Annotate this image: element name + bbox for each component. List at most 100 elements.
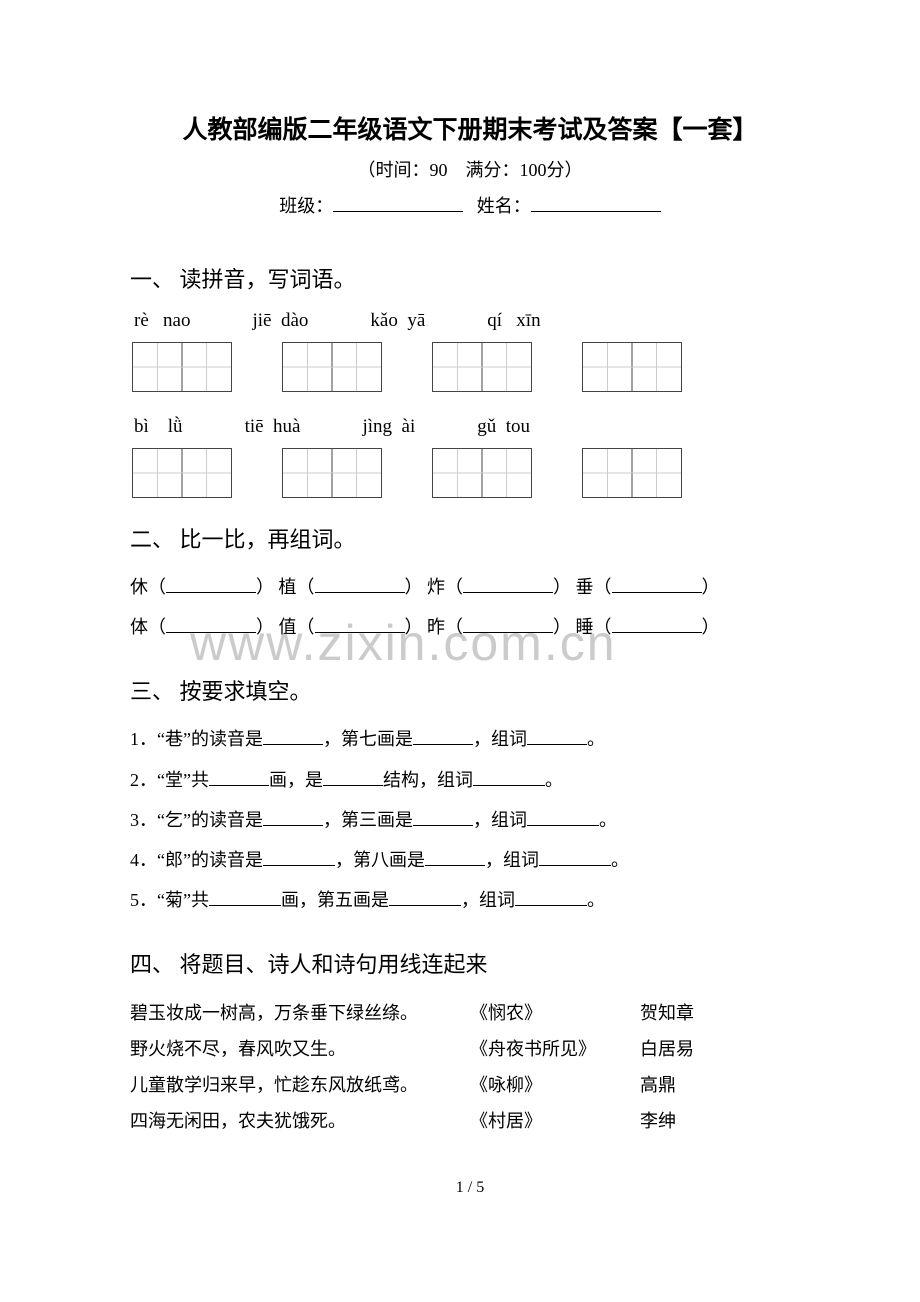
name-label: 姓名： — [477, 196, 531, 216]
tianzi-grid[interactable] — [282, 448, 382, 498]
poet-name: 贺知章 — [640, 995, 694, 1031]
poem-line: 儿童散学归来早，忙趁东风放纸鸢。 — [130, 1067, 470, 1103]
blank[interactable] — [389, 888, 461, 906]
text: 体（ — [130, 617, 166, 637]
text: ） 昨（ — [405, 617, 464, 637]
blank[interactable] — [463, 575, 553, 593]
poem-title: 《舟夜书所见》 — [470, 1031, 640, 1067]
blank[interactable] — [527, 808, 599, 826]
poem-line: 野火烧不尽，春风吹又生。 — [130, 1031, 470, 1067]
page-title: 人教部编版二年级语文下册期末考试及答案【一套】 — [130, 110, 810, 146]
blank[interactable] — [413, 727, 473, 745]
section-4-heading: 四、 将题目、诗人和诗句用线连起来 — [130, 947, 810, 979]
blank[interactable] — [473, 768, 545, 786]
match-row: 野火烧不尽，春风吹又生。 《舟夜书所见》 白居易 — [130, 1031, 810, 1067]
text: 4．“郎”的读音是 — [130, 850, 263, 870]
box-row-2 — [132, 448, 810, 498]
poem-title: 《咏柳》 — [470, 1067, 640, 1103]
blank[interactable] — [515, 888, 587, 906]
pinyin: jìng ài — [363, 416, 416, 438]
pinyin: qí xīn — [487, 310, 540, 332]
fill-line-1: 1．“巷”的读音是 ，第七画是 ，组词 。 — [130, 722, 810, 756]
tianzi-grid[interactable] — [132, 342, 232, 392]
text: 。 — [599, 810, 617, 830]
text: ，组词 — [473, 729, 527, 749]
text: 。 — [587, 890, 605, 910]
blank[interactable] — [612, 615, 702, 633]
text: 。 — [545, 770, 563, 790]
tianzi-grid[interactable] — [432, 342, 532, 392]
form-line: 班级： 姓名： — [130, 192, 810, 218]
fill-line-4: 4．“郎”的读音是 ，第八画是 ，组词 。 — [130, 843, 810, 877]
text: 5．“菊”共 — [130, 890, 209, 910]
section-1-heading: 一、 读拼音，写词语。 — [130, 262, 810, 294]
text: 休（ — [130, 577, 166, 597]
poem-title: 《村居》 — [470, 1103, 640, 1139]
blank[interactable] — [612, 575, 702, 593]
text: 画，第五画是 — [281, 890, 389, 910]
tianzi-grid[interactable] — [282, 342, 382, 392]
section-3-heading: 三、 按要求填空。 — [130, 674, 810, 706]
tianzi-grid[interactable] — [132, 448, 232, 498]
blank[interactable] — [166, 615, 256, 633]
subtitle: （时间：90 满分：100分） — [130, 156, 810, 182]
text: 2．“堂”共 — [130, 770, 209, 790]
text: 结构，组词 — [383, 770, 473, 790]
text: ，组词 — [461, 890, 515, 910]
text: ） — [702, 577, 720, 597]
pinyin: tiē huà — [245, 416, 301, 438]
blank[interactable] — [323, 768, 383, 786]
match-row: 碧玉妆成一树高，万条垂下绿丝绦。 《悯农》 贺知章 — [130, 995, 810, 1031]
text: ，第三画是 — [323, 810, 413, 830]
blank[interactable] — [315, 615, 405, 633]
class-input-line[interactable] — [333, 194, 463, 212]
class-label: 班级： — [279, 196, 333, 216]
tianzi-grid[interactable] — [582, 448, 682, 498]
blank[interactable] — [315, 575, 405, 593]
text: 。 — [611, 850, 629, 870]
text: 画，是 — [269, 770, 323, 790]
text: ，组词 — [473, 810, 527, 830]
poet-name: 白居易 — [640, 1031, 694, 1067]
text: ，第七画是 — [323, 729, 413, 749]
fill-line-2: 2．“堂”共 画，是 结构，组词 。 — [130, 763, 810, 797]
text: ） 垂（ — [553, 577, 612, 597]
text: 1．“巷”的读音是 — [130, 729, 263, 749]
text: 。 — [587, 729, 605, 749]
compare-row-1: 休（ ） 植（ ） 炸（ ） 垂（ ） — [130, 570, 810, 604]
blank[interactable] — [263, 848, 335, 866]
page-number: 1 / 5 — [130, 1179, 810, 1197]
blank[interactable] — [263, 727, 323, 745]
text: ，组词 — [485, 850, 539, 870]
text: ） 植（ — [256, 577, 315, 597]
name-input-line[interactable] — [531, 194, 661, 212]
exam-page: www.zixin.com.cn 人教部编版二年级语文下册期末考试及答案【一套】… — [0, 0, 920, 1237]
blank[interactable] — [209, 888, 281, 906]
section-2-heading: 二、 比一比，再组词。 — [130, 522, 810, 554]
poet-name: 李绅 — [640, 1103, 676, 1139]
poet-name: 高鼎 — [640, 1067, 676, 1103]
pinyin-row-1: rè nao jiē dào kǎo yā qí xīn — [134, 310, 810, 332]
tianzi-grid[interactable] — [432, 448, 532, 498]
pinyin: jiē dào — [252, 310, 308, 332]
compare-row-2: 体（） 值（） 昨（） 睡（） — [130, 610, 810, 644]
match-row: 四海无闲田，农夫犹饿死。 《村居》 李绅 — [130, 1103, 810, 1139]
match-row: 儿童散学归来早，忙趁东风放纸鸢。 《咏柳》 高鼎 — [130, 1067, 810, 1103]
poem-line: 碧玉妆成一树高，万条垂下绿丝绦。 — [130, 995, 470, 1031]
blank[interactable] — [463, 615, 553, 633]
blank[interactable] — [166, 575, 256, 593]
box-row-1 — [132, 342, 810, 392]
blank[interactable] — [539, 848, 611, 866]
pinyin-row-2: bì lǜ tiē huà jìng ài gǔ tou — [134, 416, 810, 438]
blank[interactable] — [209, 768, 269, 786]
blank[interactable] — [527, 727, 587, 745]
text: ） 炸（ — [405, 577, 464, 597]
poem-title: 《悯农》 — [470, 995, 640, 1031]
text: ，第八画是 — [335, 850, 425, 870]
blank[interactable] — [263, 808, 323, 826]
poem-line: 四海无闲田，农夫犹饿死。 — [130, 1103, 470, 1139]
pinyin: kǎo yā — [370, 310, 425, 332]
blank[interactable] — [413, 808, 473, 826]
tianzi-grid[interactable] — [582, 342, 682, 392]
blank[interactable] — [425, 848, 485, 866]
